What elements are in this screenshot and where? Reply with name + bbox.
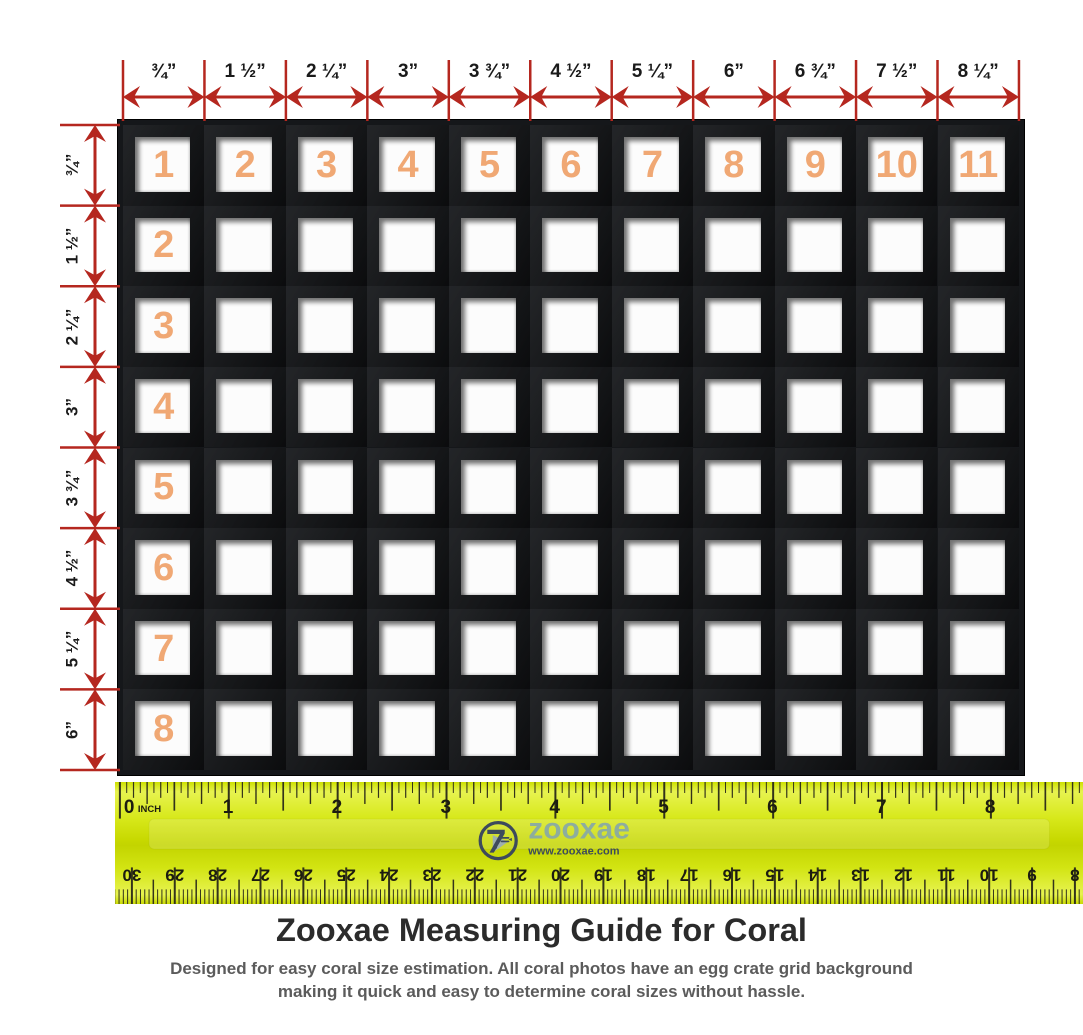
svg-text:2: 2 [331,797,342,818]
svg-text:21: 21 [508,866,527,885]
svg-text:9: 9 [1027,866,1036,885]
svg-text:1: 1 [222,797,233,818]
svg-text:20: 20 [551,866,570,885]
svg-text:10: 10 [979,866,998,885]
svg-text:3: 3 [440,797,451,818]
svg-text:11: 11 [937,866,955,885]
svg-text:29: 29 [165,866,184,885]
svg-text:8: 8 [984,797,995,818]
svg-text:www.zooxae.com: www.zooxae.com [527,846,620,858]
svg-text:13: 13 [851,866,870,885]
svg-text:14: 14 [807,866,826,885]
svg-text:18: 18 [636,866,655,885]
svg-text:30: 30 [122,866,141,885]
svg-text:19: 19 [593,866,612,885]
svg-text:5: 5 [658,797,669,818]
svg-text:27: 27 [251,866,270,885]
svg-text:12: 12 [893,866,912,885]
svg-text:7: 7 [876,797,887,818]
svg-text:25: 25 [336,866,355,885]
svg-text:26: 26 [293,866,312,885]
svg-text:8: 8 [1070,866,1079,885]
svg-text:22: 22 [465,866,484,885]
svg-text:16: 16 [722,866,741,885]
svg-text:23: 23 [422,866,441,885]
svg-text:zooxae: zooxae [528,813,630,846]
svg-text:24: 24 [379,866,398,885]
svg-text:6: 6 [767,797,778,818]
svg-text:INCH: INCH [137,804,160,815]
svg-text:17: 17 [679,866,698,885]
svg-text:0: 0 [123,797,134,818]
svg-text:15: 15 [765,866,784,885]
svg-text:28: 28 [208,866,227,885]
